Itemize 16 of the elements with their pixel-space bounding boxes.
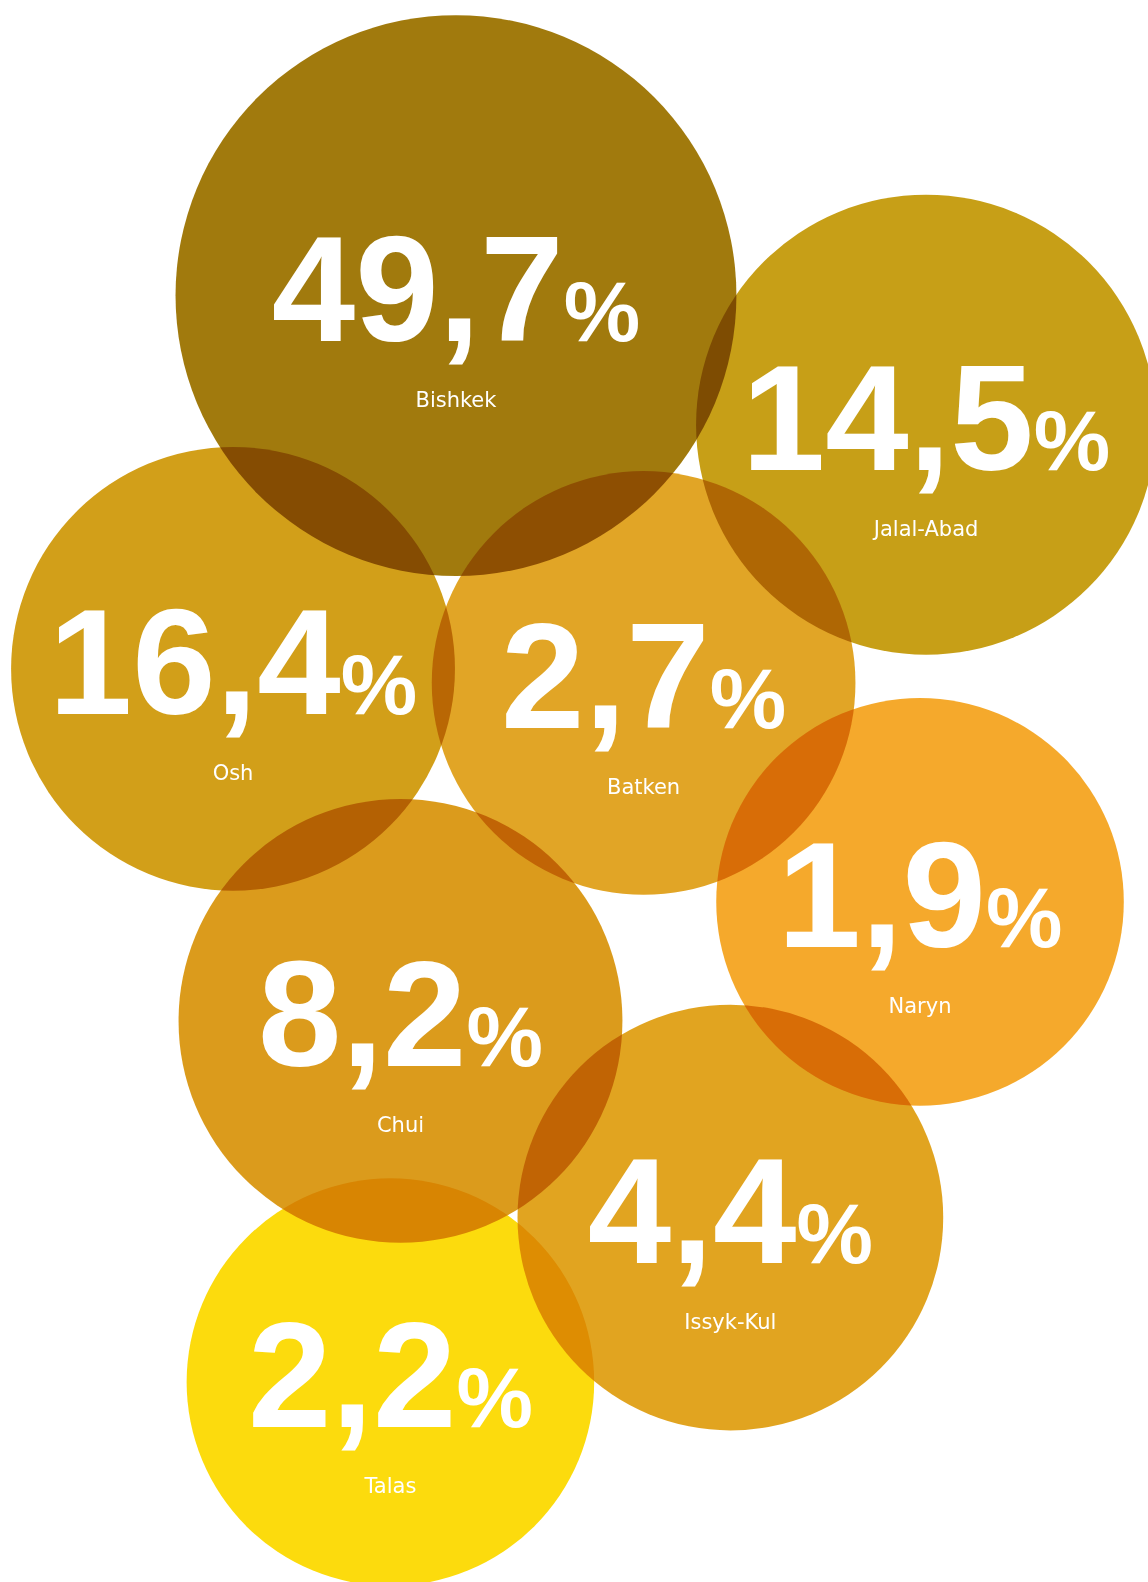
- category-label: Bishkek: [415, 387, 498, 412]
- category-label: Chui: [376, 1112, 425, 1137]
- category-label: Issyk-Kul: [684, 1309, 777, 1334]
- category-label: Jalal-Abad: [871, 516, 979, 541]
- data-label: 8,2%: [257, 930, 543, 1099]
- category-label: Batken: [607, 774, 681, 799]
- data-label: 14,5%: [741, 334, 1111, 503]
- data-label: 2,2%: [247, 1291, 533, 1460]
- category-label: Osh: [212, 760, 254, 785]
- category-label: Talas: [363, 1474, 417, 1499]
- data-label: 1,9%: [777, 811, 1063, 980]
- data-label: 2,7%: [501, 592, 787, 761]
- category-label: Naryn: [888, 993, 952, 1018]
- data-label: 49,7%: [271, 204, 641, 373]
- data-label: 4,4%: [587, 1127, 873, 1295]
- data-label: 16,4%: [48, 578, 418, 747]
